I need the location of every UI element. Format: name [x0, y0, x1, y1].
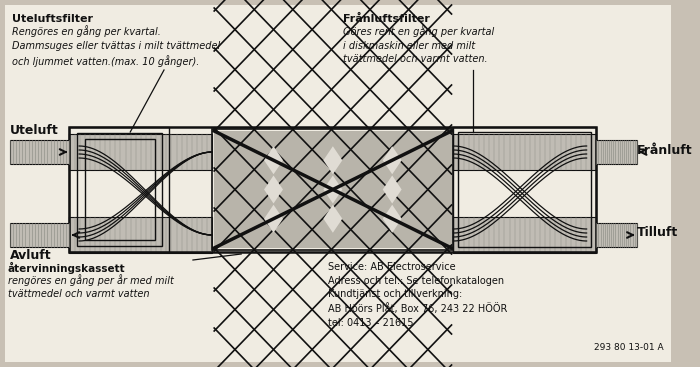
Text: Göres rent en gång per kvartal
i diskmaskin eller med milt
tvättmedel och varmt : Göres rent en gång per kvartal i diskmas… — [342, 25, 494, 64]
Polygon shape — [383, 205, 402, 233]
Text: återvinningskassett: återvinningskassett — [8, 262, 125, 274]
Text: Uteluft: Uteluft — [10, 124, 58, 137]
Text: rengöres en gång per år med milt
tvättmedel och varmt vatten: rengöres en gång per år med milt tvättme… — [8, 274, 174, 299]
Bar — [458, 132, 592, 247]
Polygon shape — [383, 175, 402, 203]
Polygon shape — [323, 146, 342, 174]
Bar — [596, 223, 637, 247]
Polygon shape — [264, 205, 283, 233]
Polygon shape — [323, 175, 342, 203]
Polygon shape — [264, 175, 283, 203]
Text: 293 80 13-01 A: 293 80 13-01 A — [594, 343, 664, 352]
Bar — [69, 134, 212, 170]
Text: Avluft: Avluft — [10, 249, 51, 262]
Bar — [85, 139, 155, 240]
Polygon shape — [264, 146, 283, 174]
Bar — [10, 223, 69, 247]
Text: Uteluftsfilter: Uteluftsfilter — [12, 14, 92, 24]
Text: Service: AB Electroservice
Adress och tel.: Se telefonkatalogen
Kundtjänst och t: Service: AB Electroservice Adress och te… — [328, 262, 508, 328]
Bar — [454, 217, 596, 253]
Polygon shape — [323, 205, 342, 233]
Polygon shape — [383, 146, 402, 174]
Text: Frånluft: Frånluft — [637, 143, 692, 156]
Bar — [596, 140, 637, 164]
Bar — [454, 127, 596, 252]
Text: Frånluftsfilter: Frånluftsfilter — [342, 14, 429, 24]
Bar — [214, 131, 452, 248]
Bar — [212, 129, 454, 250]
Text: Tilluft: Tilluft — [637, 226, 678, 240]
Bar — [69, 127, 596, 252]
Bar — [77, 133, 162, 246]
Bar — [69, 127, 169, 252]
Bar — [69, 217, 212, 253]
Bar — [454, 134, 596, 170]
Text: Rengöres en gång per kvartal.
Dammsuges eller tvättas i milt tvättmedel
och ljum: Rengöres en gång per kvartal. Dammsuges … — [12, 25, 220, 67]
Bar — [10, 140, 69, 164]
